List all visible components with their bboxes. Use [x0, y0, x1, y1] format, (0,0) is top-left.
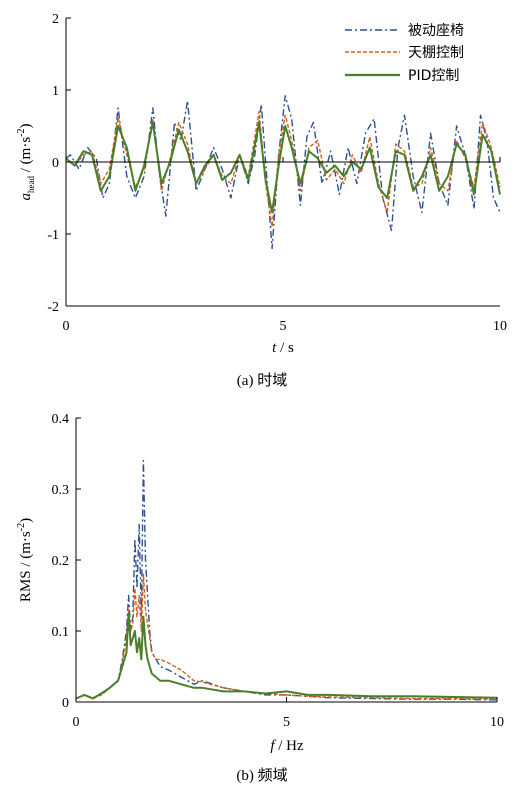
ylabel-text: RMS / (m·s [18, 531, 34, 602]
freq-y-ticks: 0 0.1 0.2 0.3 0.4 [52, 412, 81, 711]
x-tick-label: 10 [490, 715, 504, 730]
xlabel-var: t [272, 340, 277, 356]
y-tick-label: 0.4 [52, 412, 70, 427]
xlabel-unit: / Hz [275, 738, 305, 754]
time-domain-series [65, 95, 501, 250]
legend-label-pid: PID控制 [408, 68, 459, 84]
caption-a: (a) 时域 [237, 372, 287, 389]
ylabel-exp: -2 [16, 128, 27, 136]
y-tick-label: 0.3 [52, 483, 70, 498]
x-tick-label: 5 [283, 715, 290, 730]
x-tick-label: 10 [493, 319, 507, 334]
y-tick-label: 0.2 [52, 554, 70, 569]
freq-x-ticks: 0 5 10 [73, 697, 504, 730]
y-tick-label: -1 [47, 228, 59, 243]
xlabel-unit: / s [276, 340, 294, 356]
time-domain-chart: -2 -1 0 1 2 0 5 10 被动座椅 天棚控制 PID控制 ahead / (m·… [16, 12, 507, 389]
x-tick-label: 0 [73, 715, 80, 730]
y-tick-label: -2 [47, 300, 59, 315]
y-tick-label: 0 [62, 696, 69, 711]
series-line-pid [75, 612, 498, 700]
legend: 被动座椅 天棚控制 PID控制 [345, 23, 464, 84]
frequency-domain-chart: 00.10.20.30.4 0 5 10 RMS / (m·s-2) f / Hz … [16, 412, 504, 784]
time-y-axis-label: ahead / (m·s-2) [16, 123, 36, 200]
ylabel-var: a [18, 193, 34, 201]
y-tick-label: 1 [52, 84, 59, 99]
time-x-axis-label: t / s [272, 340, 294, 356]
legend-label-skyhook: 天棚控制 [408, 45, 464, 61]
ylabel-unit: / (m·s [18, 137, 34, 176]
series-line-pid [65, 121, 501, 214]
x-tick-label: 5 [280, 319, 287, 334]
series-line-skyhook [75, 573, 498, 700]
freq-y-axis-label: RMS / (m·s-2) [16, 518, 34, 602]
ylabel-close: ) [18, 518, 34, 523]
y-tick-label: 2 [52, 12, 59, 27]
x-tick-label: 0 [63, 319, 70, 334]
frequency-domain-series [75, 459, 498, 701]
caption-b: (b) 频域 [236, 767, 287, 784]
xlabel-var: f [270, 738, 276, 754]
time-x-ticks: 0 5 10 [63, 157, 507, 334]
y-tick-label: 0.1 [52, 625, 70, 640]
ylabel-sub: head [26, 176, 36, 193]
y-tick-label: 0 [52, 156, 59, 171]
freq-x-axis-label: f / Hz [270, 738, 304, 754]
ylabel-close: ) [18, 123, 34, 128]
series-line-passive [75, 459, 498, 701]
ylabel-exp: -2 [16, 523, 27, 531]
legend-label-passive: 被动座椅 [408, 23, 464, 39]
time-y-ticks: -2 -1 0 1 2 [47, 12, 71, 315]
